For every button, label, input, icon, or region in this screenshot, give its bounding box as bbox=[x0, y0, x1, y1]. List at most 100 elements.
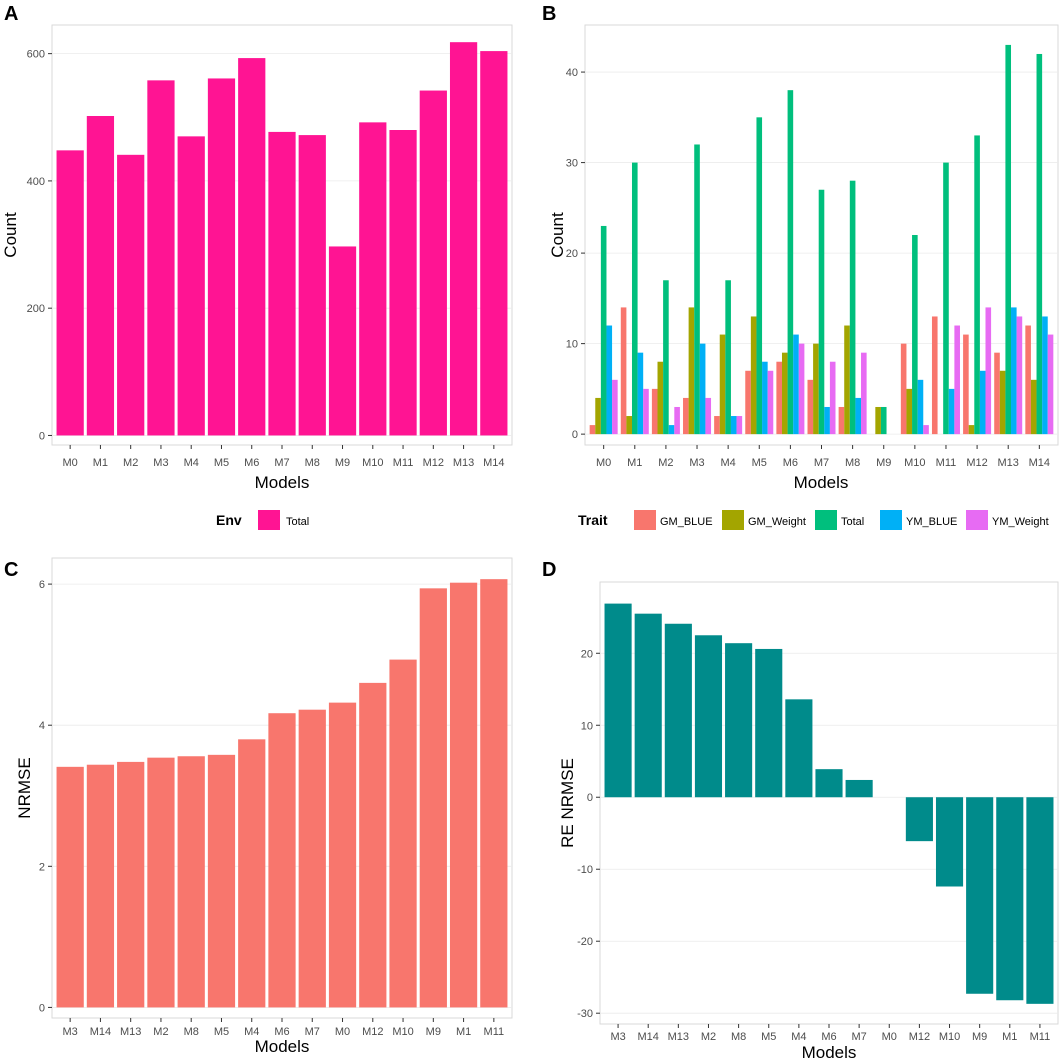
y-tick-label: 0 bbox=[572, 429, 578, 441]
bar-gm-weight-m8 bbox=[844, 325, 850, 435]
panel-d-x-label: Models bbox=[802, 1043, 857, 1062]
x-tick-label-m11: M11 bbox=[484, 1026, 505, 1038]
bar-re-nrmse-m6 bbox=[815, 769, 843, 798]
x-tick-label-m10: M10 bbox=[939, 1031, 960, 1043]
y-tick-label: 20 bbox=[566, 248, 578, 260]
x-tick-label-m11: M11 bbox=[393, 457, 414, 469]
bar-total-m3 bbox=[694, 144, 700, 435]
panel-a-y-ticks: 0 200 400 600 bbox=[27, 49, 52, 442]
bar-gm-blue-m4 bbox=[714, 416, 720, 435]
x-tick-label-m3: M3 bbox=[610, 1031, 625, 1043]
y-tick-label: 20 bbox=[581, 648, 593, 660]
bar-gm-blue-m7 bbox=[807, 379, 814, 435]
x-tick-label-m5: M5 bbox=[214, 457, 229, 469]
x-tick-label-m2: M2 bbox=[153, 1026, 168, 1038]
bar-nrmse-m6 bbox=[268, 713, 296, 1008]
panel-b-legend: Trait GM_BLUE GM_Weight Total YM_BLUE YM_Weig… bbox=[578, 510, 1049, 530]
x-tick-label-m8: M8 bbox=[184, 1026, 199, 1038]
panel-b-x-ticks: M0 M1 M2 M3 M4 M5 M6 M7 M8 M9 M10 M11 M12 M13 M14 bbox=[596, 445, 1050, 469]
x-tick-label-m12: M12 bbox=[362, 1026, 383, 1038]
bar-gm-weight-m6 bbox=[781, 352, 788, 435]
bar-total-m12 bbox=[419, 90, 447, 436]
x-tick-label-m7: M7 bbox=[814, 457, 829, 469]
bar-nrmse-m5 bbox=[207, 754, 236, 1008]
x-tick-label-m9: M9 bbox=[426, 1026, 441, 1038]
bar-ym-weight-m4 bbox=[736, 416, 743, 435]
bar-ym-weight-m10 bbox=[923, 425, 929, 435]
x-tick-label-m0: M0 bbox=[335, 1026, 350, 1038]
bar-gm-weight-m9 bbox=[875, 406, 881, 435]
x-tick-label-m6: M6 bbox=[783, 457, 798, 469]
bar-total-m6 bbox=[238, 58, 266, 436]
x-tick-label-m2: M2 bbox=[123, 457, 138, 469]
x-tick-label-m1: M1 bbox=[627, 457, 642, 469]
legend-swatch-total bbox=[258, 510, 280, 530]
bar-nrmse-m0 bbox=[328, 702, 357, 1008]
panel-a-x-ticks: M0 M1 M2 M3 M4 M5 M6 M7 M8 M9 M10 M11 M12 M13 M14 bbox=[63, 445, 505, 469]
bar-ym-weight-m5 bbox=[767, 370, 774, 435]
bar-gm-weight-m1 bbox=[626, 416, 632, 435]
y-tick-label: -10 bbox=[577, 864, 593, 876]
bar-gm-blue-m5 bbox=[745, 370, 751, 435]
bar-ym-blue-m14 bbox=[1042, 316, 1048, 435]
x-tick-label-m11: M11 bbox=[936, 457, 957, 469]
panel-a-bars bbox=[56, 42, 508, 436]
panel-a-x-label: Models bbox=[255, 473, 310, 492]
bar-total-m1 bbox=[86, 116, 115, 436]
bar-ym-weight-m0 bbox=[612, 379, 618, 435]
bar-total-m5 bbox=[756, 117, 763, 435]
bar-nrmse-m3 bbox=[56, 766, 84, 1008]
x-tick-label-m14: M14 bbox=[1029, 457, 1050, 469]
legend-swatch-ym-blue bbox=[880, 510, 902, 530]
bar-nrmse-m9 bbox=[419, 588, 447, 1008]
panel-d-y-label: RE NRMSE bbox=[558, 758, 577, 848]
legend-label-gm-weight: GM_Weight bbox=[748, 516, 806, 528]
bar-nrmse-m13 bbox=[117, 761, 145, 1008]
bar-ym-blue-m12 bbox=[979, 370, 986, 435]
bar-gm-blue-m1 bbox=[620, 307, 627, 435]
bar-ym-weight-m1 bbox=[643, 388, 649, 435]
bar-re-nrmse-m10 bbox=[935, 797, 964, 887]
panel-b-bars bbox=[589, 44, 1054, 435]
panel-letter-c: C bbox=[4, 559, 18, 581]
panel-c-x-label: Models bbox=[255, 1037, 310, 1056]
bar-total-m8 bbox=[298, 135, 326, 436]
bar-ym-weight-m14 bbox=[1047, 334, 1054, 435]
bar-nrmse-m10 bbox=[389, 659, 417, 1008]
bar-nrmse-m11 bbox=[480, 579, 508, 1008]
y-tick-label: 400 bbox=[27, 176, 45, 188]
bar-ym-weight-m8 bbox=[861, 352, 867, 435]
y-tick-label: 2 bbox=[39, 861, 45, 873]
bar-nrmse-m14 bbox=[86, 764, 115, 1008]
bar-gm-blue-m14 bbox=[1025, 325, 1031, 435]
bar-gm-weight-m3 bbox=[688, 307, 695, 435]
bar-ym-blue-m4 bbox=[730, 416, 737, 435]
x-tick-label-m13: M13 bbox=[668, 1031, 689, 1043]
x-tick-label-m1: M1 bbox=[93, 457, 108, 469]
panel-d-bars bbox=[604, 603, 1054, 1004]
bar-total-m0 bbox=[56, 150, 84, 436]
panel-c-y-ticks: 0 2 4 6 bbox=[39, 579, 52, 1014]
x-tick-label-m8: M8 bbox=[305, 457, 320, 469]
bar-ym-weight-m3 bbox=[705, 397, 712, 435]
bar-total-m3 bbox=[147, 80, 175, 436]
legend-label-ym-blue: YM_BLUE bbox=[906, 516, 957, 528]
bar-gm-blue-m12 bbox=[963, 334, 969, 435]
bar-gm-weight-m0 bbox=[595, 397, 601, 435]
y-tick-label: 0 bbox=[39, 430, 45, 442]
bar-ym-blue-m6 bbox=[793, 334, 799, 435]
bar-total-m4 bbox=[725, 280, 731, 435]
bar-total-m14 bbox=[480, 51, 508, 436]
bar-total-m11 bbox=[389, 130, 417, 436]
y-tick-label: 30 bbox=[566, 158, 578, 170]
x-tick-label-m1: M1 bbox=[456, 1026, 471, 1038]
x-tick-label-m12: M12 bbox=[966, 457, 987, 469]
panel-d-x-ticks: M3 M14 M13 M2 M8 M5 M4 M6 M7 M0 M12 M10 M9 M1 M11 bbox=[610, 1024, 1050, 1043]
bar-gm-blue-m10 bbox=[900, 343, 907, 435]
bar-ym-blue-m0 bbox=[606, 325, 613, 435]
bar-ym-blue-m2 bbox=[668, 425, 675, 435]
bar-ym-weight-m13 bbox=[1016, 316, 1023, 435]
legend-title: Env bbox=[216, 512, 242, 528]
x-tick-label-m0: M0 bbox=[882, 1031, 897, 1043]
x-tick-label-m10: M10 bbox=[362, 457, 383, 469]
